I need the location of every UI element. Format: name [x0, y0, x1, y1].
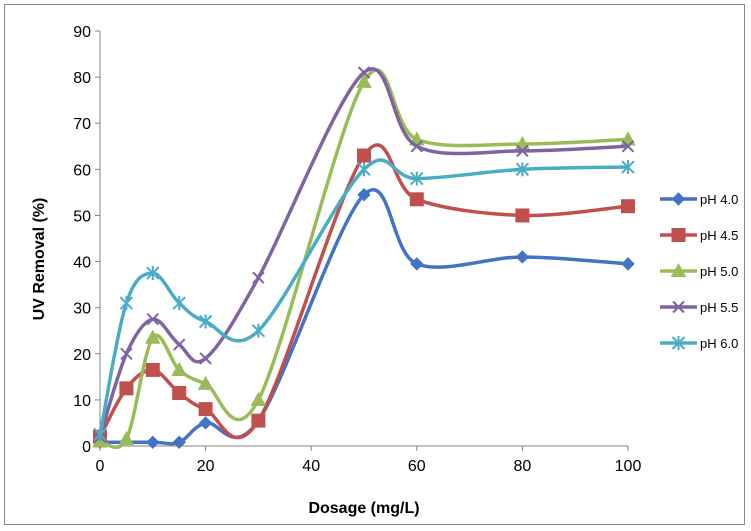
x-tick-label: 20 [197, 458, 215, 475]
legend-label: pH 5.5 [700, 300, 738, 315]
legend-marker [670, 262, 687, 278]
series-line [98, 68, 630, 450]
y-tick-label: 50 [73, 208, 91, 225]
data-point [250, 391, 267, 406]
axes: 0 10 20 30 40 50 60 70 80 90 0 20 40 60 80 100 [73, 24, 641, 475]
data-point [410, 257, 424, 271]
data-point [172, 296, 186, 311]
x-tick-label: 60 [408, 458, 426, 475]
legend-item: pH 4.5 [660, 228, 738, 243]
data-point [198, 402, 213, 417]
data-point [621, 160, 635, 175]
data-point [515, 208, 530, 223]
y-tick-label: 90 [73, 24, 91, 41]
x-axis-title: Dosage (mg/L) [308, 500, 419, 517]
legend-item: pH 5.5 [660, 300, 738, 315]
data-point [172, 338, 186, 351]
series-ph-4.0 [93, 187, 635, 450]
data-point [356, 73, 372, 88]
legend-label: pH 4.0 [700, 192, 738, 207]
legend-item: pH 5.0 [660, 262, 738, 279]
data-point [172, 385, 187, 400]
data-point [93, 427, 107, 442]
data-point [516, 144, 529, 158]
data-point [515, 162, 530, 177]
marker-stroke [172, 338, 186, 351]
legend-marker [671, 192, 686, 206]
legend: pH 4.0 pH 4.5 pH 5.0 pH 5.5 pH 6.0 [660, 192, 738, 351]
y-tick-label: 40 [73, 255, 91, 272]
legend-marker [671, 228, 686, 242]
data-point [118, 431, 135, 446]
data-point [621, 257, 635, 271]
y-tick-label: 70 [73, 116, 91, 133]
data-point [146, 312, 160, 326]
marker-stroke [146, 312, 160, 326]
y-tick-label: 80 [73, 70, 91, 87]
series-ph-6.0 [93, 158, 635, 442]
data-point [251, 323, 266, 338]
series-line [98, 67, 630, 439]
x-tick-label: 80 [514, 458, 532, 475]
marker-stroke [672, 300, 685, 314]
data-point [172, 435, 186, 450]
data-point [198, 416, 213, 430]
data-point [119, 381, 134, 396]
legend-item: pH 4.0 [660, 192, 738, 207]
data-point [120, 347, 133, 360]
data-point [198, 314, 213, 329]
marker-stroke [120, 347, 133, 360]
marker-stroke [252, 271, 265, 284]
legend-label: pH 6.0 [700, 336, 738, 351]
data-point [146, 435, 160, 450]
data-point [251, 413, 266, 428]
data-point [357, 66, 371, 79]
data-point [252, 271, 265, 284]
x-tick-label: 100 [615, 458, 642, 475]
data-point [197, 375, 214, 390]
legend-item: pH 6.0 [660, 336, 738, 351]
marker-stroke [516, 144, 529, 158]
marker-stroke [199, 352, 212, 365]
series-line [98, 188, 630, 446]
marker-stroke [410, 140, 424, 153]
legend-label: pH 5.0 [700, 264, 738, 279]
data-point [410, 171, 424, 186]
y-tick-label: 10 [73, 393, 91, 410]
marker-stroke [357, 66, 371, 79]
y-axis-title: UV Removal (%) [31, 198, 48, 321]
legend-label: pH 4.5 [700, 228, 738, 243]
series-ph-5.5 [93, 66, 635, 443]
data-point [171, 361, 188, 377]
y-tick-label: 30 [73, 301, 91, 318]
legend-marker [672, 300, 685, 314]
y-tick-label: 20 [73, 347, 91, 364]
data-point [621, 199, 635, 214]
marker-stroke [621, 140, 635, 153]
y-tick-label: 60 [73, 162, 91, 179]
series-group [92, 66, 636, 450]
data-point [621, 140, 635, 153]
y-tick-label: 0 [82, 439, 91, 456]
data-point [119, 296, 134, 311]
data-point [144, 329, 161, 344]
data-point [410, 140, 424, 153]
data-point [357, 162, 371, 177]
x-tick-label: 40 [302, 458, 320, 475]
x-tick-label: 0 [96, 458, 105, 475]
data-point [146, 266, 160, 281]
data-point [357, 187, 371, 202]
legend-marker [671, 336, 686, 350]
data-point [409, 192, 424, 207]
data-point [515, 250, 530, 264]
data-point [357, 148, 371, 163]
data-point [199, 352, 212, 365]
data-point [145, 362, 160, 377]
